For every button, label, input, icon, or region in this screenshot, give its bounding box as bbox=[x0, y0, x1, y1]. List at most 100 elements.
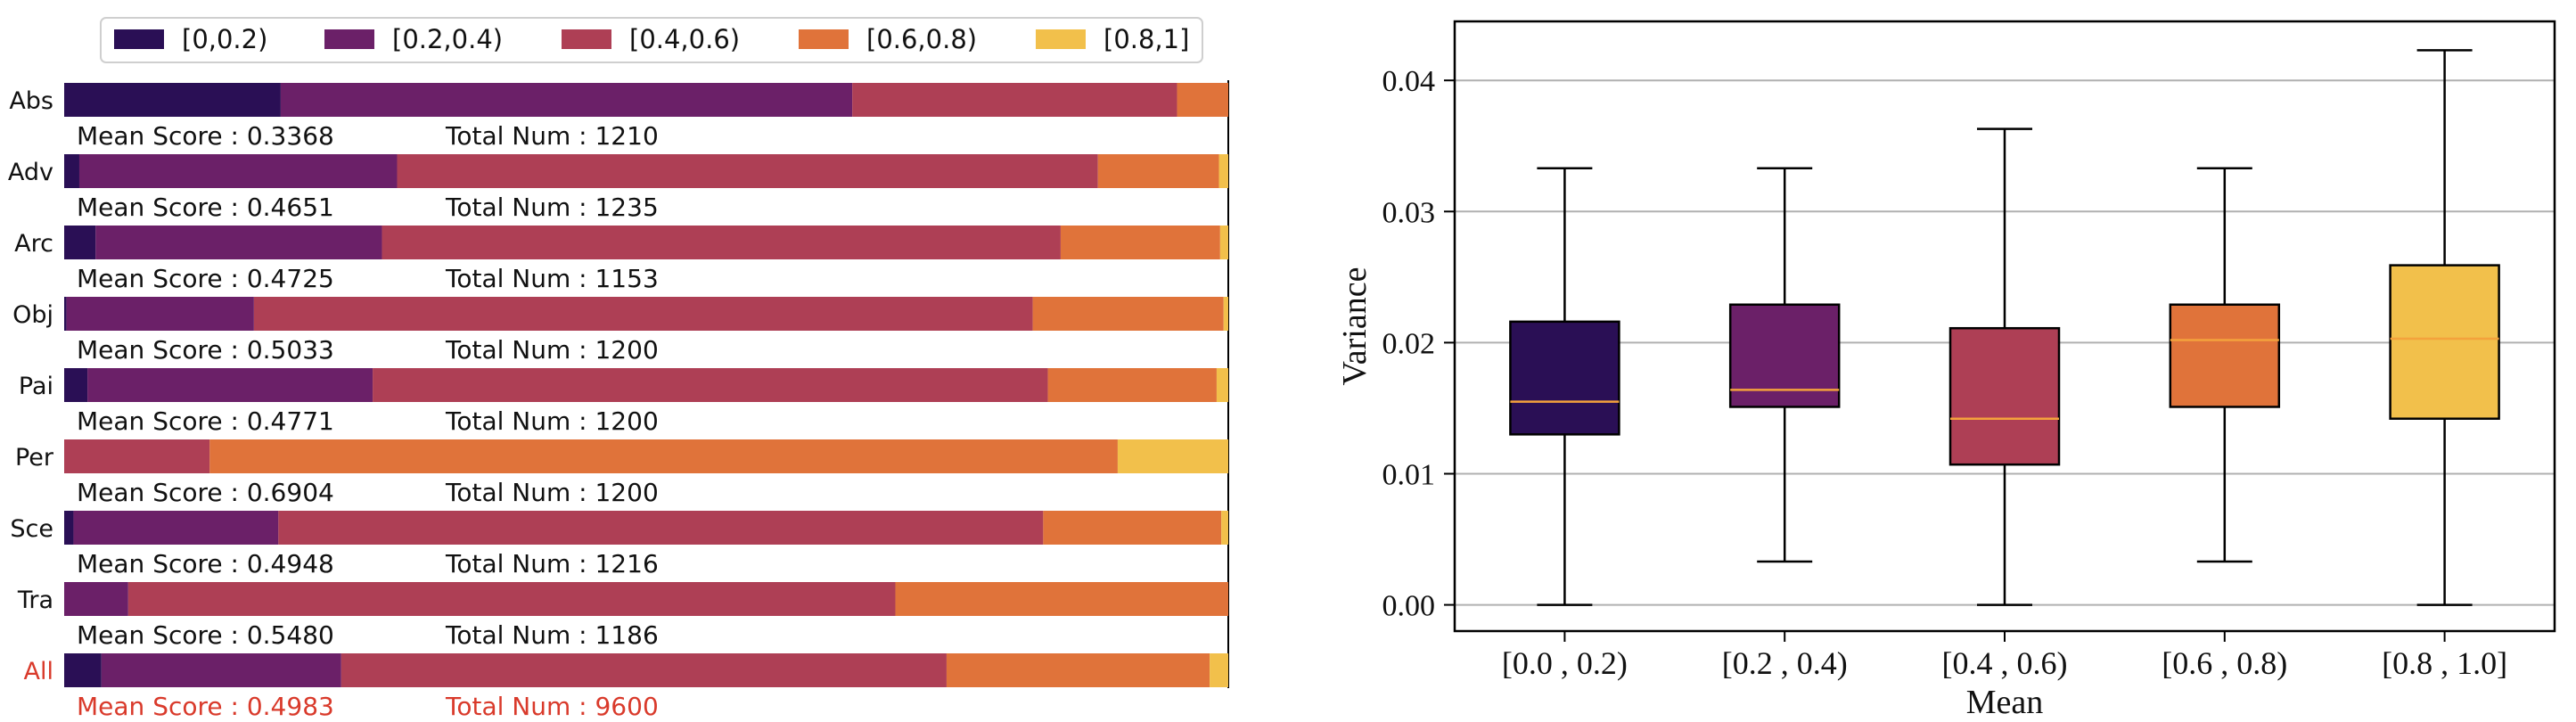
box-body bbox=[2389, 264, 2500, 420]
bar-row: Adv Mean Score : 0.4651 Total Num : 1235 bbox=[8, 154, 1228, 222]
bar-segment bbox=[1177, 83, 1228, 117]
bar-segment bbox=[1117, 439, 1228, 473]
mean-score-text: Mean Score : 0.4651 bbox=[77, 193, 334, 222]
y-tick-label: 0.01 bbox=[1382, 458, 1436, 491]
legend-swatch bbox=[1036, 29, 1086, 49]
bar-segment bbox=[1216, 368, 1228, 402]
x-tick-label: [0.2 , 0.4) bbox=[1722, 645, 1848, 681]
bar-segment bbox=[127, 582, 896, 616]
box-body bbox=[1948, 326, 2061, 466]
legend-frame bbox=[100, 17, 1203, 63]
legend-label: [0.4,0.6) bbox=[629, 24, 740, 54]
legend-label: [0.2,0.4) bbox=[392, 24, 503, 54]
total-num-text: Total Num : 1216 bbox=[445, 549, 659, 578]
bar-segment bbox=[95, 226, 382, 259]
mean-score-text: Mean Score : 0.3368 bbox=[77, 121, 334, 151]
bar-segment bbox=[373, 368, 1048, 402]
bar-segment bbox=[278, 511, 1044, 545]
bar-row: Abs Mean Score : 0.3368 Total Num : 1210 bbox=[9, 83, 1228, 151]
bar-segment bbox=[64, 83, 281, 117]
y-tick-label: 0.00 bbox=[1382, 590, 1436, 623]
category-tick-label: Abs bbox=[9, 87, 53, 115]
bar-segment bbox=[64, 368, 88, 402]
bar-segment bbox=[64, 154, 79, 188]
box-element: [0.4 , 0.6) bbox=[1942, 127, 2067, 681]
category-tick-label: Per bbox=[15, 444, 54, 472]
bar-segment bbox=[64, 653, 102, 687]
mean-score-text: Mean Score : 0.5033 bbox=[77, 335, 334, 365]
bar-segment bbox=[64, 226, 96, 259]
bar-segment bbox=[946, 653, 1210, 687]
box-element: [0.6 , 0.8) bbox=[2162, 167, 2287, 681]
box-element: [0.0 , 0.2) bbox=[1502, 167, 1628, 681]
bar-row: Pai Mean Score : 0.4771 Total Num : 1200 bbox=[19, 368, 1228, 436]
bar-segment bbox=[1218, 154, 1228, 188]
bar-segment bbox=[280, 83, 853, 117]
x-tick-label: [0.6 , 0.8) bbox=[2162, 645, 2287, 681]
stacked-bar-chart: [0,0.2) [0.2,0.4) [0.4,0.6) [0.6,0.8) [0.8,1… bbox=[8, 17, 1229, 721]
legend-label: [0.8,1] bbox=[1103, 24, 1189, 54]
category-tick-label: Arc bbox=[14, 230, 53, 258]
x-tick-label: [0.0 , 0.2) bbox=[1502, 645, 1628, 681]
total-num-text: Total Num : 9600 bbox=[445, 692, 659, 721]
bar-segment bbox=[1210, 653, 1228, 687]
bar-segment bbox=[64, 582, 128, 616]
category-tick-label: Pai bbox=[19, 373, 53, 400]
category-tick-label: Sce bbox=[10, 515, 53, 543]
box-element: [0.2 , 0.4) bbox=[1722, 167, 1848, 681]
category-tick-label: Obj bbox=[12, 301, 53, 329]
bar-row: Arc Mean Score : 0.4725 Total Num : 1153 bbox=[14, 226, 1228, 293]
y-axis-label: Variance bbox=[1336, 267, 1374, 386]
legend-label: [0.6,0.8) bbox=[866, 24, 977, 54]
y-tick-label: 0.03 bbox=[1382, 196, 1436, 229]
bar-segment bbox=[1221, 511, 1228, 545]
bar-segment bbox=[1032, 297, 1224, 331]
bar-segment bbox=[253, 297, 1033, 331]
total-num-text: Total Num : 1200 bbox=[445, 335, 659, 365]
total-num-text: Total Num : 1235 bbox=[445, 193, 659, 222]
bar-row: Per Mean Score : 0.6904 Total Num : 1200 bbox=[15, 439, 1228, 507]
bar-segment bbox=[1060, 226, 1220, 259]
category-tick-label: Tra bbox=[17, 587, 53, 614]
bar-row: Obj Mean Score : 0.5033 Total Num : 1200 bbox=[12, 297, 1228, 365]
x-tick-label: [0.8 , 1.0] bbox=[2382, 645, 2507, 681]
total-num-text: Total Num : 1200 bbox=[445, 478, 659, 507]
bar-segment bbox=[78, 154, 398, 188]
bar-segment bbox=[1043, 511, 1222, 545]
y-tick-label: 0.04 bbox=[1382, 65, 1436, 98]
bar-segment bbox=[340, 653, 947, 687]
bar-segment bbox=[101, 653, 341, 687]
bar-row: Sce Mean Score : 0.4948 Total Num : 1216 bbox=[10, 511, 1228, 578]
box-body bbox=[2169, 303, 2281, 408]
legend: [0,0.2) [0.2,0.4) [0.4,0.6) [0.6,0.8) [0.8,1… bbox=[100, 17, 1203, 63]
bar-segment bbox=[87, 368, 373, 402]
bar-segment bbox=[66, 297, 254, 331]
bar-segment bbox=[895, 582, 1228, 616]
box-body bbox=[1728, 303, 1841, 408]
box-plot-chart: 0.00 0.01 0.02 0.03 0.04 Variance Mean [0.0 , 0… bbox=[1336, 20, 2556, 721]
mean-score-text: Mean Score : 0.4725 bbox=[77, 264, 334, 293]
x-axis-label: Mean bbox=[1966, 684, 2044, 721]
legend-swatch bbox=[324, 29, 374, 49]
box-element: [0.8 , 1.0] bbox=[2382, 49, 2507, 681]
bar-segment bbox=[1047, 368, 1217, 402]
category-tick-label: Adv bbox=[8, 159, 53, 186]
y-tick-label: 0.02 bbox=[1382, 327, 1436, 360]
legend-label: [0,0.2) bbox=[182, 24, 267, 54]
legend-swatch bbox=[114, 29, 164, 49]
bar-segment bbox=[64, 297, 67, 331]
category-tick-label: All bbox=[24, 658, 53, 685]
bar-segment bbox=[1219, 226, 1228, 259]
bar-row: Tra Mean Score : 0.5480 Total Num : 1186 bbox=[17, 582, 1228, 650]
mean-score-text: Mean Score : 0.4983 bbox=[77, 692, 334, 721]
mean-score-text: Mean Score : 0.6904 bbox=[77, 478, 334, 507]
bar-segment bbox=[209, 439, 1118, 473]
bar-row: All Mean Score : 0.4983 Total Num : 9600 bbox=[24, 653, 1228, 721]
bar-segment bbox=[73, 511, 279, 545]
bar-segment bbox=[852, 83, 1177, 117]
total-num-text: Total Num : 1153 bbox=[445, 264, 659, 293]
bar-segment bbox=[1097, 154, 1219, 188]
bar-segment bbox=[397, 154, 1098, 188]
legend-swatch bbox=[799, 29, 849, 49]
